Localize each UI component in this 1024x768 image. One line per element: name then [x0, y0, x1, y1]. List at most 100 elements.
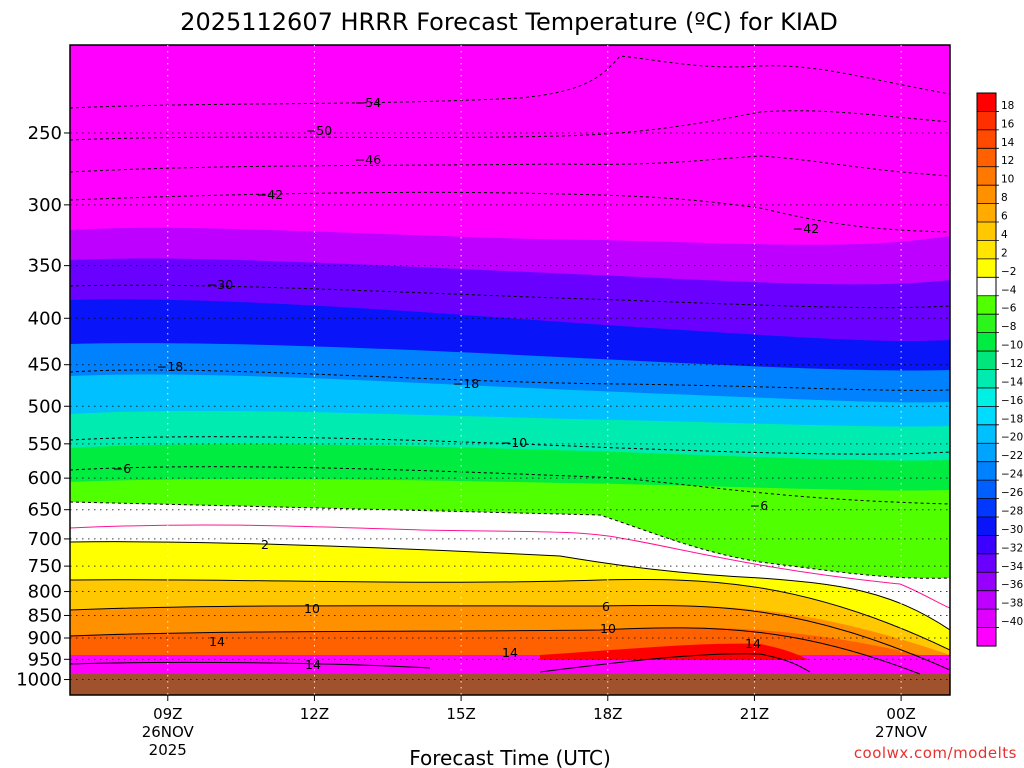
chart-title: 2025112607 HRRR Forecast Temperature (ºC…	[180, 8, 838, 36]
contour-label: 6	[602, 599, 610, 614]
x-tick-year: 2025	[149, 741, 187, 759]
colorbar-swatch	[977, 240, 996, 260]
colorbar-swatch	[977, 443, 996, 463]
isotherm	[70, 541, 950, 631]
colorbar-label: −8	[1001, 321, 1016, 333]
isotherm	[70, 110, 950, 141]
colorbar-swatch	[977, 314, 996, 334]
y-tick-label: 850	[28, 605, 62, 626]
contour-labels: −54 −50 −46 −42 −42 −30 −18 −18 −10 −6 −6 2 6 10 10 14 1…	[113, 95, 819, 672]
colorbar-label: 4	[1001, 229, 1008, 241]
colorbar-swatch	[977, 572, 996, 592]
credit-text[interactable]: coolwx.com/modelts	[854, 744, 1017, 762]
contour-label: −6	[750, 498, 768, 513]
contour-label: 14	[745, 636, 761, 651]
plot-area	[70, 45, 950, 695]
colorbar-label: −26	[1001, 487, 1023, 499]
colorbar-label: 6	[1001, 211, 1008, 223]
y-tick-label: 400	[28, 308, 62, 329]
colorbar-label: −14	[1001, 376, 1023, 388]
colorbar-label: −20	[1001, 432, 1023, 444]
contour-label: −54	[355, 95, 381, 110]
colorbar-swatch	[977, 590, 996, 610]
contour-label: −42	[257, 187, 283, 202]
y-axis: 2503003504004505005506006507007508008509…	[16, 123, 70, 691]
colorbar-label: −36	[1001, 579, 1023, 591]
isotherm	[70, 466, 950, 505]
contour-lines	[70, 55, 950, 675]
y-tick-label: 250	[28, 123, 62, 144]
contour-label: −18	[453, 376, 479, 391]
isotherm	[70, 284, 950, 309]
colorbar-label: 16	[1001, 118, 1015, 130]
colorbar-label: −32	[1001, 542, 1023, 554]
colorbar-swatch	[977, 406, 996, 426]
colorbar-swatch	[977, 148, 996, 168]
band-fill	[540, 643, 810, 660]
colorbar-swatch	[977, 498, 996, 518]
contour-label: 14	[209, 634, 225, 649]
isotherm	[70, 604, 950, 671]
contour-label: −50	[306, 123, 332, 138]
colorbar-label: 2	[1001, 247, 1008, 259]
colorbar-swatch	[977, 203, 996, 223]
y-tick-label: 700	[28, 529, 62, 550]
y-tick-label: 900	[28, 628, 62, 649]
colorbar-label: −12	[1001, 358, 1023, 370]
x-tick-label: 00Z	[886, 705, 915, 723]
y-tick-label: 1000	[16, 670, 62, 691]
colorbar-swatch	[977, 516, 996, 536]
freezing-line	[70, 524, 950, 609]
y-tick-label: 750	[28, 556, 62, 577]
surface-fill	[70, 674, 950, 695]
y-tick-label: 300	[28, 195, 62, 216]
colorbar-label: −18	[1001, 413, 1023, 425]
x-tick-label: 12Z	[300, 705, 329, 723]
x-axis-label: Forecast Time (UTC)	[409, 746, 611, 768]
contour-label: −18	[157, 359, 183, 374]
y-tick-label: 950	[28, 649, 62, 670]
colorbar-swatch	[977, 295, 996, 315]
colorbar-swatch	[977, 93, 996, 113]
colorbar-swatch	[977, 185, 996, 205]
y-tick-label: 450	[28, 355, 62, 376]
colorbar-label: 18	[1001, 100, 1014, 112]
x-tick-label: 15Z	[446, 705, 475, 723]
colorbar-swatch	[977, 277, 996, 297]
contour-label: −30	[207, 277, 233, 292]
colorbar-label: −38	[1001, 598, 1023, 610]
colorbar-swatch	[977, 535, 996, 555]
colorbar-swatch	[977, 111, 996, 131]
colorbar-swatch	[977, 480, 996, 500]
isotherm	[70, 369, 950, 391]
contour-label: 14	[305, 657, 321, 672]
isotherm	[70, 627, 921, 675]
contour-label: −46	[355, 152, 381, 167]
contour-label: −42	[793, 221, 819, 236]
colorbar-swatch	[977, 351, 996, 371]
colorbar-swatch	[977, 258, 996, 278]
colorbar-swatch	[977, 222, 996, 242]
x-tick-date: 26NOV	[142, 723, 195, 741]
y-tick-label: 650	[28, 500, 62, 521]
colorbar-label: 8	[1001, 192, 1008, 204]
isotherm	[70, 578, 950, 651]
plot-border	[69, 44, 951, 696]
y-tick-label: 800	[28, 582, 62, 603]
colorbar-label: −16	[1001, 395, 1023, 407]
contour-label: −10	[501, 435, 527, 450]
contour-label: 10	[304, 601, 320, 616]
colorbar-swatch	[977, 387, 996, 407]
colorbar-swatch	[977, 332, 996, 352]
colorbar-swatch	[977, 166, 996, 186]
colorbar-swatch	[977, 129, 996, 149]
colorbar-swatch	[977, 609, 996, 629]
y-tick-label: 350	[28, 256, 62, 277]
contour-label: 10	[600, 621, 616, 636]
colorbar-label: −10	[1001, 340, 1023, 352]
x-tick-date: 27NOV	[875, 723, 928, 741]
colorbar-swatch	[977, 627, 996, 647]
x-tick-label: 21Z	[740, 705, 769, 723]
colorbar-label: 14	[1001, 137, 1015, 149]
